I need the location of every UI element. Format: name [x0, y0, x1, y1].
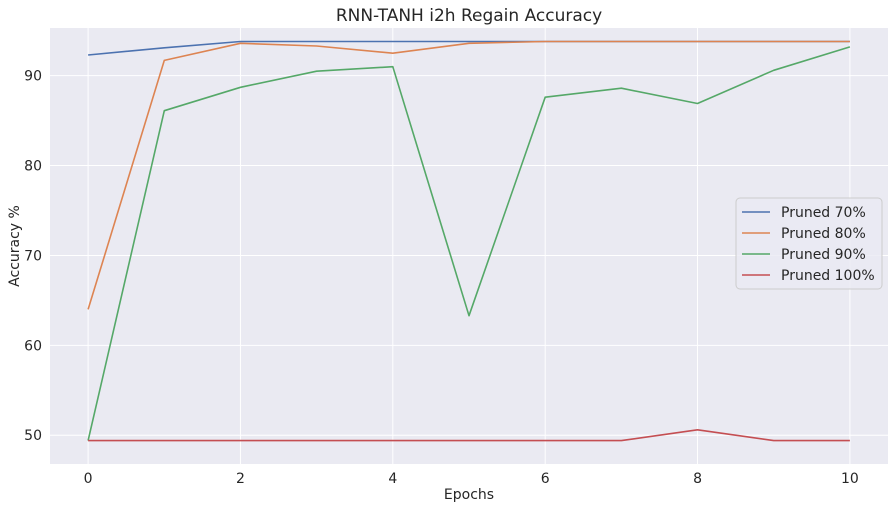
series-line-2: [87, 40, 850, 310]
x-tick-label: 4: [388, 471, 397, 487]
legend-label: Pruned 90%: [781, 247, 866, 263]
x-axis-label: Epochs: [444, 487, 494, 503]
series-lines: [87, 40, 851, 442]
legend-label: Pruned 80%: [781, 226, 866, 242]
legend: Pruned 70% Pruned 80% Pruned 90% Pruned 100…: [735, 197, 883, 290]
y-tick-label: 50: [24, 428, 42, 444]
y-tick-label: 90: [24, 69, 42, 85]
series-line-4: [88, 428, 850, 442]
legend-box: [735, 197, 883, 290]
tick-labels: 0 2 4 6 8 10 50 60 70 80 90: [24, 69, 859, 487]
grid-lines: [50, 28, 888, 464]
legend-label: Pruned 100%: [781, 268, 875, 284]
x-tick-label: 2: [236, 471, 245, 487]
chart-title: RNN-TANH i2h Regain Accuracy: [336, 6, 602, 26]
x-tick-label: 10: [841, 471, 859, 487]
x-tick-label: 6: [541, 471, 550, 487]
legend-label: Pruned 70%: [781, 205, 866, 221]
y-tick-label: 70: [24, 248, 42, 264]
x-tick-label: 0: [84, 471, 93, 487]
series-line-3: [87, 46, 851, 441]
y-axis-label: Accuracy %: [7, 205, 23, 287]
x-tick-label: 8: [693, 471, 702, 487]
y-tick-label: 60: [24, 338, 42, 354]
y-tick-label: 80: [24, 159, 42, 175]
